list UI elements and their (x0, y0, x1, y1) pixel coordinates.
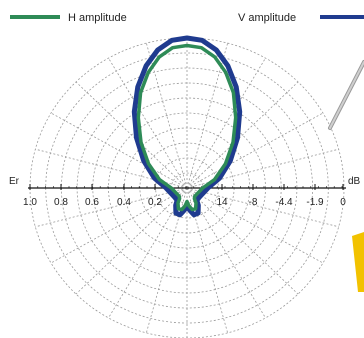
pen-decoration (328, 60, 364, 292)
left-axis-label: 0.4 (117, 197, 131, 208)
left-axis-label: 0.2 (148, 197, 162, 208)
right-axis-label: -8 (249, 197, 258, 208)
grid-spoke (108, 57, 188, 189)
grid-spoke (186, 112, 324, 189)
series-h-amplitude (136, 43, 238, 212)
grid-spoke (186, 81, 299, 189)
radial-axis-ticks: 1.0 0.8 0.6 0.4 0.2 14 -8 -4.4 -1.9 0 (23, 184, 346, 208)
legend-label-v: V amplitude (238, 12, 296, 24)
grid-spoke (50, 187, 188, 264)
series-layer (131, 35, 243, 218)
grid-spoke (186, 187, 299, 295)
chart-legend: H amplitude V amplitude (10, 12, 364, 24)
right-axis-unit: dB (348, 176, 361, 187)
left-axis-label: 0.6 (85, 197, 99, 208)
series-v-amplitude (131, 35, 243, 218)
legend-label-h: H amplitude (68, 12, 127, 24)
left-axis-unit: Er (9, 176, 20, 187)
left-axis-label: 0.8 (54, 197, 68, 208)
grid-spoke (186, 187, 324, 264)
grid-spoke (75, 187, 188, 295)
right-axis-label: 14 (216, 197, 228, 208)
grid-spoke (75, 81, 188, 189)
right-axis-label: 0 (340, 197, 346, 208)
right-axis-label: -4.4 (275, 197, 293, 208)
grid-spoke (186, 57, 266, 189)
grid-spoke (50, 112, 188, 189)
left-axis-label: 1.0 (23, 197, 37, 208)
right-axis-label: -1.9 (306, 197, 324, 208)
